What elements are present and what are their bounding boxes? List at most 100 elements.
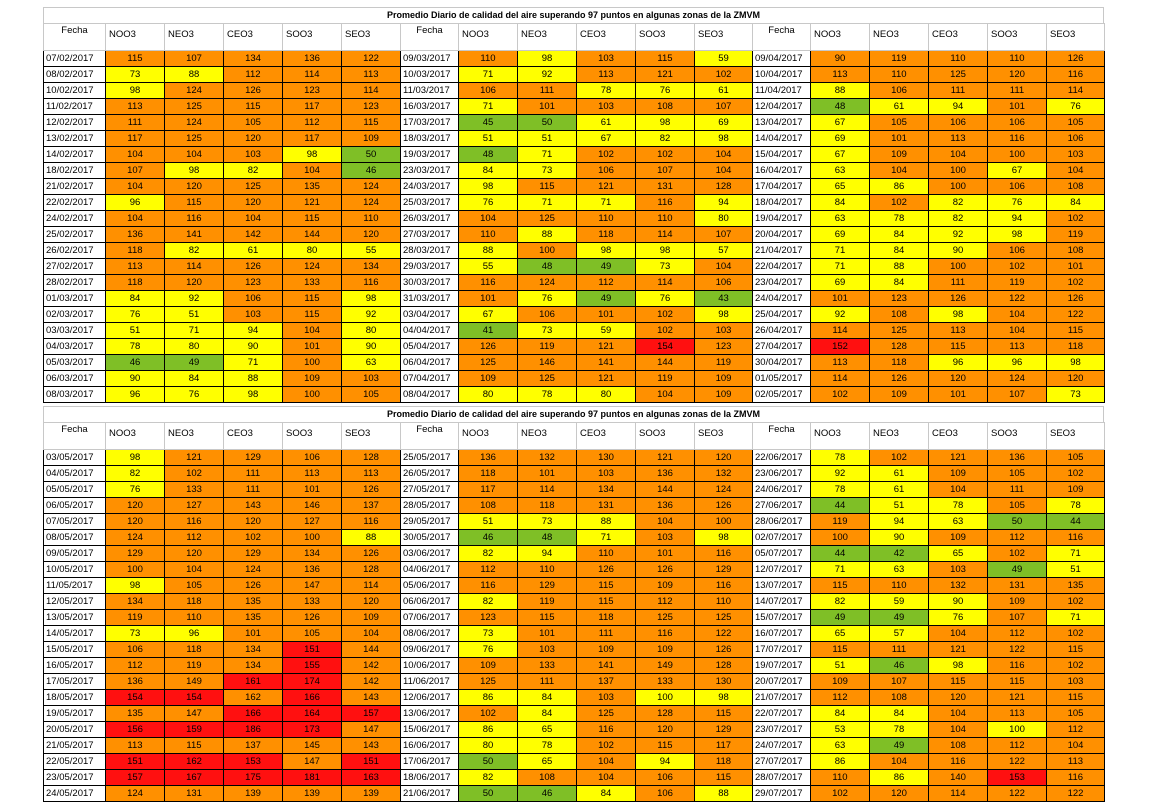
value-cell: 90 [810,50,870,67]
value-cell: 118 [164,593,224,610]
value-cell: 104 [928,721,988,738]
value-cell: 78 [517,737,577,754]
date-cell: 02/03/2017 [43,306,106,323]
value-cell: 115 [928,338,988,355]
value-cell: 86 [458,689,518,706]
value-cell: 98 [694,689,753,706]
value-cell: 57 [694,242,753,259]
value-cell: 128 [694,657,753,674]
value-cell: 114 [341,82,401,99]
date-cell: 04/03/2017 [43,338,106,355]
value-cell: 50 [458,753,518,770]
table-title: Promedio Diario de calidad del aire supe… [43,7,1104,23]
value-cell: 82 [458,545,518,562]
value-cell: 126 [635,561,695,578]
value-cell: 121 [576,178,636,195]
value-cell: 149 [635,657,695,674]
value-cell: 98 [341,290,401,307]
value-cell: 76 [635,82,695,99]
value-cell: 98 [694,529,753,546]
table-row: 06/05/2017 120 127 143 146 137 28/05/2017 108 11… [43,497,1105,514]
value-cell: 49 [869,737,929,754]
value-cell: 125 [576,705,636,722]
value-cell: 111 [928,274,988,291]
value-cell: 126 [1046,290,1105,307]
value-cell: 124 [341,194,401,211]
value-cell: 46 [105,354,165,371]
value-cell: 153 [223,753,283,770]
value-cell: 82 [458,769,518,786]
value-cell: 119 [517,338,577,355]
value-cell: 88 [458,242,518,259]
value-cell: 113 [987,338,1047,355]
value-cell: 102 [694,66,753,83]
value-cell: 106 [105,641,165,658]
value-cell: 73 [517,162,577,179]
value-cell: 133 [517,657,577,674]
value-cell: 100 [694,513,753,530]
value-cell: 111 [517,82,577,99]
date-cell: 17/03/2017 [400,114,459,131]
value-cell: 84 [164,370,224,387]
date-cell: 19/03/2017 [400,146,459,163]
value-cell: 115 [164,194,224,211]
date-cell: 09/05/2017 [43,545,106,562]
value-cell: 71 [458,66,518,83]
value-cell: 135 [1046,577,1105,594]
date-cell: 02/07/2017 [752,529,811,546]
value-cell: 108 [458,497,518,514]
value-cell: 106 [987,178,1047,195]
date-cell: 31/03/2017 [400,290,459,307]
value-cell: 82 [928,210,988,227]
date-cell: 18/05/2017 [43,689,106,706]
date-cell: 08/05/2017 [43,529,106,546]
column-header-zone: CEO3 [223,422,283,450]
value-cell: 73 [105,625,165,642]
value-cell: 125 [635,609,695,626]
value-cell: 100 [282,354,342,371]
value-cell: 159 [164,721,224,738]
column-header-zone: SOO3 [987,23,1047,51]
date-cell: 16/03/2017 [400,98,459,115]
value-cell: 107 [987,609,1047,626]
column-header-zone: SOO3 [635,422,695,450]
value-cell: 44 [810,497,870,514]
value-cell: 156 [105,721,165,738]
date-cell: 11/04/2017 [752,82,811,99]
value-cell: 132 [928,577,988,594]
value-cell: 48 [810,98,870,115]
value-cell: 125 [694,609,753,626]
value-cell: 124 [694,481,753,498]
column-header-zone: CEO3 [223,23,283,51]
value-cell: 78 [576,82,636,99]
date-cell: 28/02/2017 [43,274,106,291]
value-cell: 104 [458,210,518,227]
value-cell: 108 [869,689,929,706]
value-cell: 98 [223,386,283,403]
table-row: 17/05/2017 136 149 161 174 142 11/06/2017 125 11… [43,673,1105,690]
value-cell: 73 [517,513,577,530]
column-header-zone: NOO3 [458,422,518,450]
value-cell: 63 [810,162,870,179]
date-cell: 25/04/2017 [752,306,811,323]
date-cell: 13/06/2017 [400,705,459,722]
value-cell: 53 [810,721,870,738]
date-cell: 14/04/2017 [752,130,811,147]
value-cell: 63 [810,737,870,754]
value-cell: 106 [282,449,342,466]
value-cell: 111 [223,481,283,498]
value-cell: 82 [810,593,870,610]
value-cell: 61 [869,465,929,482]
value-cell: 120 [928,689,988,706]
value-cell: 136 [282,50,342,67]
value-cell: 122 [341,50,401,67]
value-cell: 102 [1046,657,1105,674]
date-cell: 27/03/2017 [400,226,459,243]
value-cell: 88 [869,258,929,275]
value-cell: 113 [987,705,1047,722]
value-cell: 121 [928,449,988,466]
value-cell: 125 [223,178,283,195]
value-cell: 104 [987,306,1047,323]
table-row: 03/03/2017 51 71 94 104 80 04/04/2017 41 73 59 102… [43,322,1105,339]
value-cell: 115 [164,737,224,754]
